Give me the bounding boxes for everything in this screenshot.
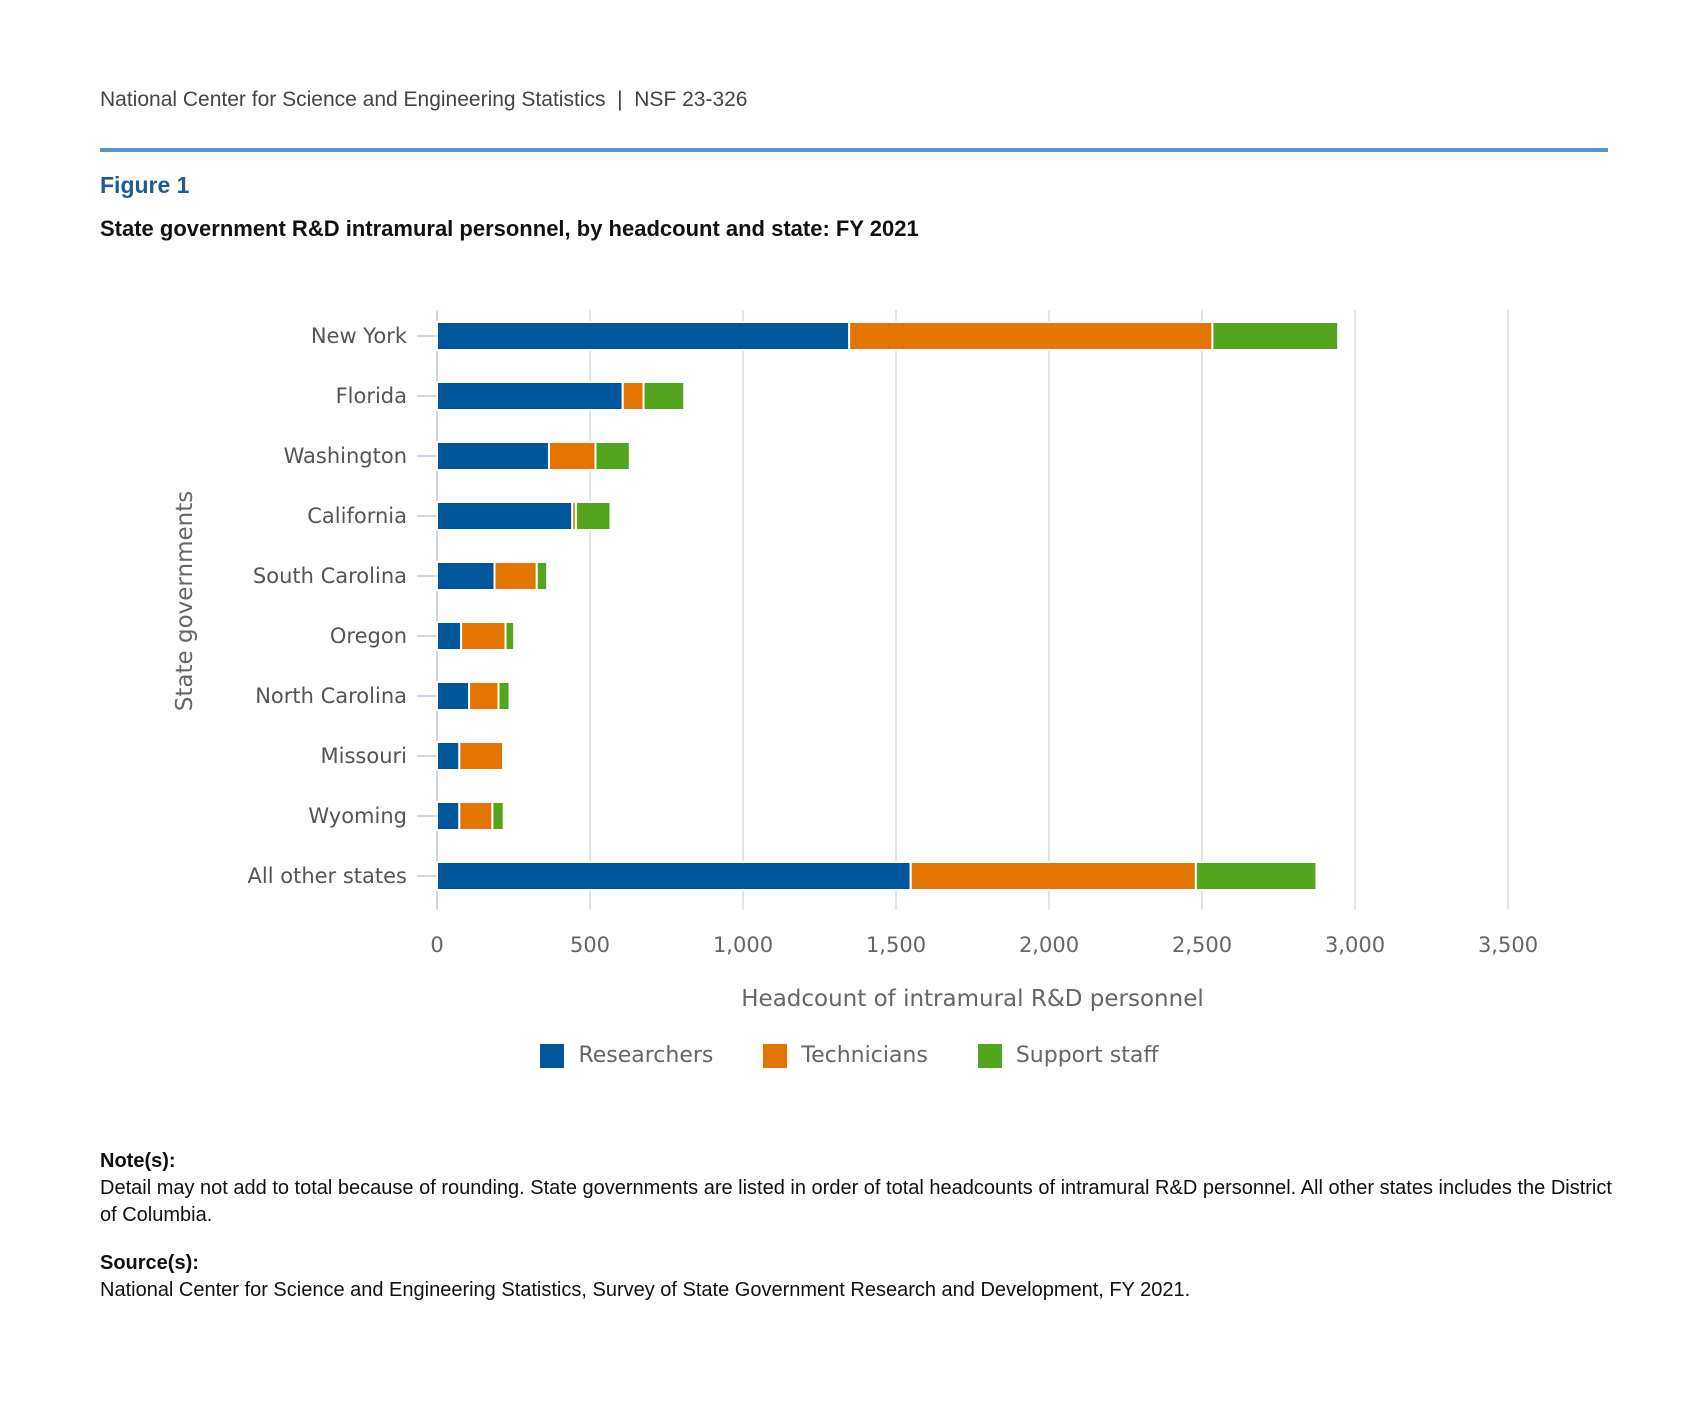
legend-item-researchers[interactable]: Researchers xyxy=(540,1043,713,1068)
notes-text: Detail may not add to total because of r… xyxy=(100,1177,1612,1226)
bar-segment-support-staff xyxy=(594,441,631,471)
y-category-label: Washington xyxy=(284,444,407,468)
x-tick-label: 2,000 xyxy=(1019,933,1079,957)
legend-swatch xyxy=(977,1043,1002,1068)
bar-segment-support-staff xyxy=(642,381,686,411)
y-category-label: Missouri xyxy=(321,744,407,768)
x-tick-label: 2,500 xyxy=(1172,933,1232,957)
bar-segment-technicians xyxy=(621,381,645,411)
bar-segment-support-staff xyxy=(574,501,612,531)
legend-swatch xyxy=(763,1043,788,1068)
bar-segment-support-staff xyxy=(1194,861,1318,891)
legend-item-technicians[interactable]: Technicians xyxy=(763,1043,928,1068)
y-category-label: South Carolina xyxy=(253,564,407,588)
y-category-label: All other states xyxy=(248,864,407,888)
bar-segment-technicians xyxy=(458,741,505,771)
x-tick-label: 1,500 xyxy=(866,933,926,957)
figure-title: State government R&D intramural personne… xyxy=(100,216,919,241)
bar-segment-technicians xyxy=(468,681,500,711)
bar-segment-technicians xyxy=(460,621,507,651)
figure-label: Figure 1 xyxy=(100,172,190,198)
x-tick-label: 1,000 xyxy=(713,933,773,957)
legend-label: Researchers xyxy=(578,1043,714,1068)
bar-segment-researchers xyxy=(436,741,461,771)
x-tick-label: 3,500 xyxy=(1478,933,1538,957)
report-id: NSF 23-326 xyxy=(634,88,748,111)
bar-segment-support-staff xyxy=(491,801,505,831)
header-separator: | xyxy=(617,88,623,111)
bar-segment-researchers xyxy=(436,621,463,651)
bar-segment-researchers xyxy=(436,501,574,531)
source-section: Source(s): National Center for Science a… xyxy=(100,1250,1190,1304)
bar-segment-support-staff xyxy=(535,561,549,591)
legend-label: Support staff xyxy=(1015,1043,1159,1068)
org-name: National Center for Science and Engineer… xyxy=(100,88,606,111)
bar-segment-researchers xyxy=(436,381,624,411)
x-tick-label: 500 xyxy=(570,933,610,957)
y-category-label: New York xyxy=(311,324,408,348)
bar-segment-support-staff xyxy=(497,681,511,711)
stacked-bar-chart: 0 500 1,000 1,500 2,000 2,500 3,000 3,500 New Yo… xyxy=(172,310,1538,1012)
bar-segment-researchers xyxy=(436,801,461,831)
y-axis-title: State governments xyxy=(172,491,198,711)
notes-section: Note(s): Detail may not add to total bec… xyxy=(100,1148,1620,1229)
bar-segment-technicians xyxy=(458,801,494,831)
bar-segment-researchers xyxy=(436,681,471,711)
bar-segment-support-staff xyxy=(1211,321,1340,351)
bar-segment-support-staff xyxy=(504,621,516,651)
source-text: National Center for Science and Engineer… xyxy=(100,1279,1191,1301)
y-category-label: California xyxy=(307,504,407,528)
bar-segment-technicians xyxy=(848,321,1214,351)
x-tick-label: 3,000 xyxy=(1325,933,1385,957)
notes-heading: Note(s): xyxy=(100,1150,176,1172)
bar-segment-researchers xyxy=(436,561,496,591)
chart-legend: Researchers Technicians Support staff xyxy=(0,1043,1699,1068)
bar-segment-technicians xyxy=(909,861,1197,891)
x-tick-label: 0 xyxy=(430,933,443,957)
bar-segment-researchers xyxy=(436,321,851,351)
report-header: National Center for Science and Engineer… xyxy=(100,88,748,112)
legend-swatch xyxy=(540,1043,565,1068)
y-category-label: Florida xyxy=(336,384,407,408)
source-heading: Source(s): xyxy=(100,1252,199,1274)
legend-item-support-staff[interactable]: Support staff xyxy=(977,1043,1159,1068)
bar-segment-technicians xyxy=(547,441,597,471)
y-category-label: Oregon xyxy=(330,624,407,648)
legend-label: Technicians xyxy=(801,1043,928,1068)
y-category-label: North Carolina xyxy=(255,684,407,708)
bar-segment-researchers xyxy=(436,861,912,891)
header-divider xyxy=(100,148,1608,152)
x-axis-title: Headcount of intramural R&D personnel xyxy=(741,986,1203,1012)
bar-segment-researchers xyxy=(436,441,550,471)
bar-segment-technicians xyxy=(493,561,538,591)
y-category-label: Wyoming xyxy=(308,804,407,828)
